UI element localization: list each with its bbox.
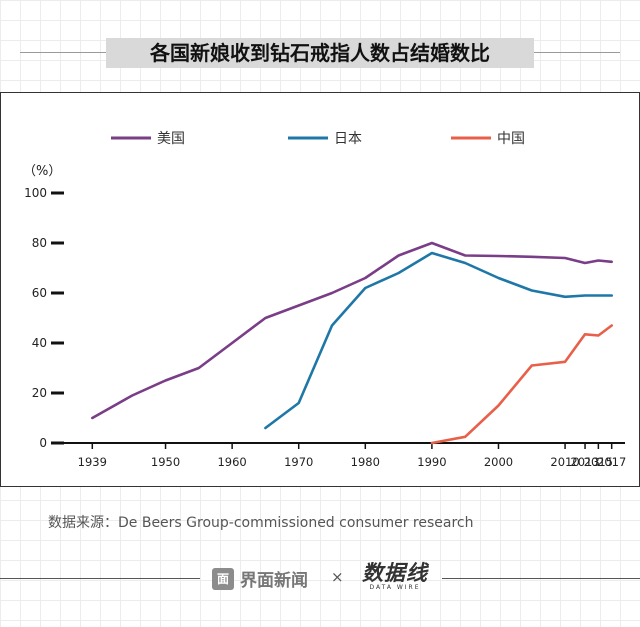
- chart-container: 美国 日本 中国 （%） 0 20 40 60 80 100 1939 1950 1960 1970…: [0, 92, 640, 487]
- y-axis-label: （%）: [23, 164, 61, 179]
- brand: 面 界面新闻: [212, 566, 308, 591]
- chart-title: 各国新娘收到钻石戒指人数占结婚数比: [106, 38, 534, 68]
- data-wire-name: 数据线: [362, 561, 428, 585]
- series-line-美国: [91, 241, 614, 420]
- y-tick-label: 60: [32, 286, 47, 300]
- legend: 美国 日本 中国: [111, 131, 525, 147]
- y-tick-label: 0: [39, 436, 47, 450]
- times-sign: ×: [331, 568, 344, 586]
- x-tick-label: 1980: [351, 455, 380, 469]
- y-tick-label: 40: [32, 336, 47, 350]
- x-tick-label: 1950: [151, 455, 180, 469]
- x-tick-label: 1970: [284, 455, 313, 469]
- y-tick-label: 100: [24, 186, 47, 200]
- footer-rule-left: [0, 578, 200, 579]
- data-wire-logo: 数据线 DATA WIRE: [356, 562, 434, 596]
- legend-label: 美国: [157, 131, 185, 147]
- data-wire-subtitle: DATA WIRE: [369, 584, 421, 591]
- footer-rule-right: [442, 578, 640, 579]
- x-tick-label: 2017: [597, 455, 626, 469]
- series-lines: [91, 241, 614, 445]
- x-tick-label: 2010: [550, 455, 579, 469]
- y-axis: 0 20 40 60 80 100: [24, 186, 64, 450]
- legend-label: 日本: [334, 131, 362, 147]
- legend-label: 中国: [497, 131, 525, 147]
- x-tick-label: 1960: [217, 455, 246, 469]
- brand-logo-icon: 面: [212, 567, 234, 590]
- x-tick-label: 2015: [584, 455, 613, 469]
- footer: 面 界面新闻 × 数据线 DATA WIRE: [0, 562, 640, 596]
- line-chart: 美国 日本 中国 （%） 0 20 40 60 80 100 1939 1950 1960 1970…: [23, 131, 626, 469]
- x-tick-label: 2013: [570, 455, 599, 469]
- brand-name: 界面新闻: [240, 571, 308, 591]
- y-tick-label: 20: [32, 386, 47, 400]
- x-tick-label: 1939: [78, 455, 107, 469]
- series-line-日本: [264, 251, 614, 430]
- source-note: 数据来源：De Beers Group-commissioned consume…: [48, 515, 474, 531]
- x-tick-label: 1990: [417, 455, 446, 469]
- x-tick-label: 2000: [484, 455, 513, 469]
- y-tick-label: 80: [32, 236, 47, 250]
- series-line-中国: [430, 324, 614, 445]
- x-axis: 1939 1950 1960 1970 1980 1990 2000 201020132015…: [53, 442, 626, 469]
- title-bar: 各国新娘收到钻石戒指人数占结婚数比: [20, 38, 620, 68]
